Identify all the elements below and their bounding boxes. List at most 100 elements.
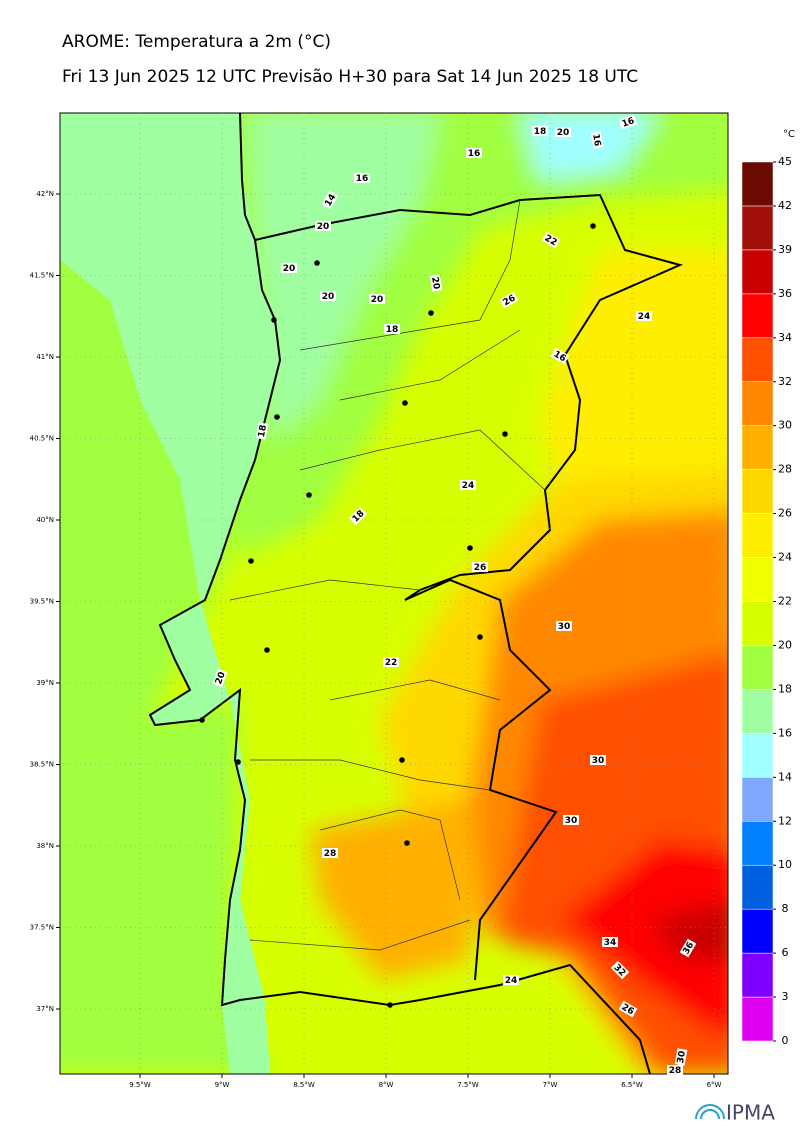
contour-label: 30 [563,815,579,826]
colorbar-label: 0 [782,1034,789,1047]
contour-label: 20 [429,274,443,292]
contour-label-text: 20 [557,128,570,138]
contour-label: 28 [322,848,338,859]
colorbar-band [741,249,774,295]
colorbar-label: 32 [778,375,792,388]
colorbar-band [741,908,774,954]
contour-label-bg [636,311,652,321]
contour-label: 34 [602,937,618,948]
contour-label-text: 28 [324,849,337,859]
contour-label-text: 24 [638,312,651,322]
contour-label-bg [563,815,579,825]
contour-label-text: 18 [534,127,547,137]
contour-label: 16 [466,148,482,159]
city [404,840,410,846]
contour-label-bg [679,938,697,958]
lat-label: 39.5°N [30,598,54,606]
contour-label-text: 20 [317,222,330,232]
contour-label-bg [212,668,228,688]
city [467,545,473,551]
colorbar-band [741,513,774,558]
contour-label-bg [369,294,385,304]
colorbar-label: 3 [782,990,789,1003]
contour-label: 30 [556,621,572,632]
colorbar-label: 20 [778,638,792,651]
contour-label-bg [555,127,571,137]
coastline [148,113,651,1074]
colorbar-band [741,381,774,426]
colorbar-label: 14 [778,770,792,783]
contour-label-bg [466,148,482,158]
contour-label-bg [315,221,331,231]
colorbar-band [741,205,774,251]
contour-label: 18 [384,324,400,335]
contour-label-bg [550,347,570,365]
colorbar-label: 30 [778,419,792,432]
city [402,400,408,406]
contour-label-bg [348,506,368,526]
city [199,717,205,723]
contour-label-bg [322,848,338,858]
lon-label: 8°W [379,1081,394,1089]
contour-label-bg [255,422,269,440]
colorbar-label: 6 [782,946,789,959]
colorbar-band [741,161,774,207]
colorbar-band [741,952,774,998]
contour-label-bg [556,621,572,631]
lon-label: 7.5°W [457,1081,479,1089]
contour-label-text: 24 [505,976,518,986]
contour-label: 20 [555,127,571,138]
contour-label-text: 30 [565,816,578,826]
contour-label-text: 26 [474,563,487,573]
lon-label: 6°W [707,1081,722,1089]
city [387,1002,393,1008]
title: AROME: Temperatura a 2m (°C) [62,32,331,52]
contour-label-text: 20 [371,295,384,305]
contour-label-text: 20 [214,671,228,686]
lat-label: 38.5°N [30,761,54,769]
city [235,759,241,765]
colorbar-band [741,337,774,382]
colorbar-unit: °C [783,129,795,140]
contour-label: 24 [503,975,519,986]
subtitle: Fri 13 Jun 2025 12 UTC Previsão H+30 par… [62,67,638,87]
lat-label: 38°N [36,842,54,850]
contour-label-bg [383,657,399,667]
city [264,647,270,653]
contour-label-bg [602,937,618,947]
contour-label-bg [674,1048,688,1066]
colorbar-label: 8 [782,902,789,915]
contour-label-bg [384,324,400,334]
lat-label: 42°N [36,190,54,198]
city [274,414,280,420]
colorbar-band [741,601,774,646]
contour-label-text: 30 [676,1050,688,1064]
colorbar-band [741,864,774,910]
contour-label-text: 18 [257,424,269,438]
contour-label-bg [532,126,548,136]
contour-label: 20 [212,668,228,688]
contour-label-text: 28 [669,1066,682,1076]
contour-label-text: 34 [604,938,617,948]
colorbar-band [741,733,774,778]
contour-label-bg [321,190,339,210]
contour-label: 30 [674,1048,688,1066]
colorbar-band [741,996,774,1042]
contour-label-text: 16 [468,149,481,159]
contour-label-text: 20 [429,276,441,290]
colorbar-label: 24 [778,551,792,564]
contour-label: 24 [460,480,476,491]
contour-label-text: 30 [558,622,571,632]
lon-label: 7°W [543,1081,558,1089]
lat-label: 37°N [36,1005,54,1013]
colorbar-band [741,821,774,866]
contour-label-bg [541,231,561,249]
contour-label-text: 20 [322,292,335,302]
contour-label: 22 [383,657,399,668]
contour-label: 24 [636,311,652,322]
lon-label: 6.5°W [621,1081,643,1089]
city [399,757,405,763]
colorbar-band [741,689,774,734]
